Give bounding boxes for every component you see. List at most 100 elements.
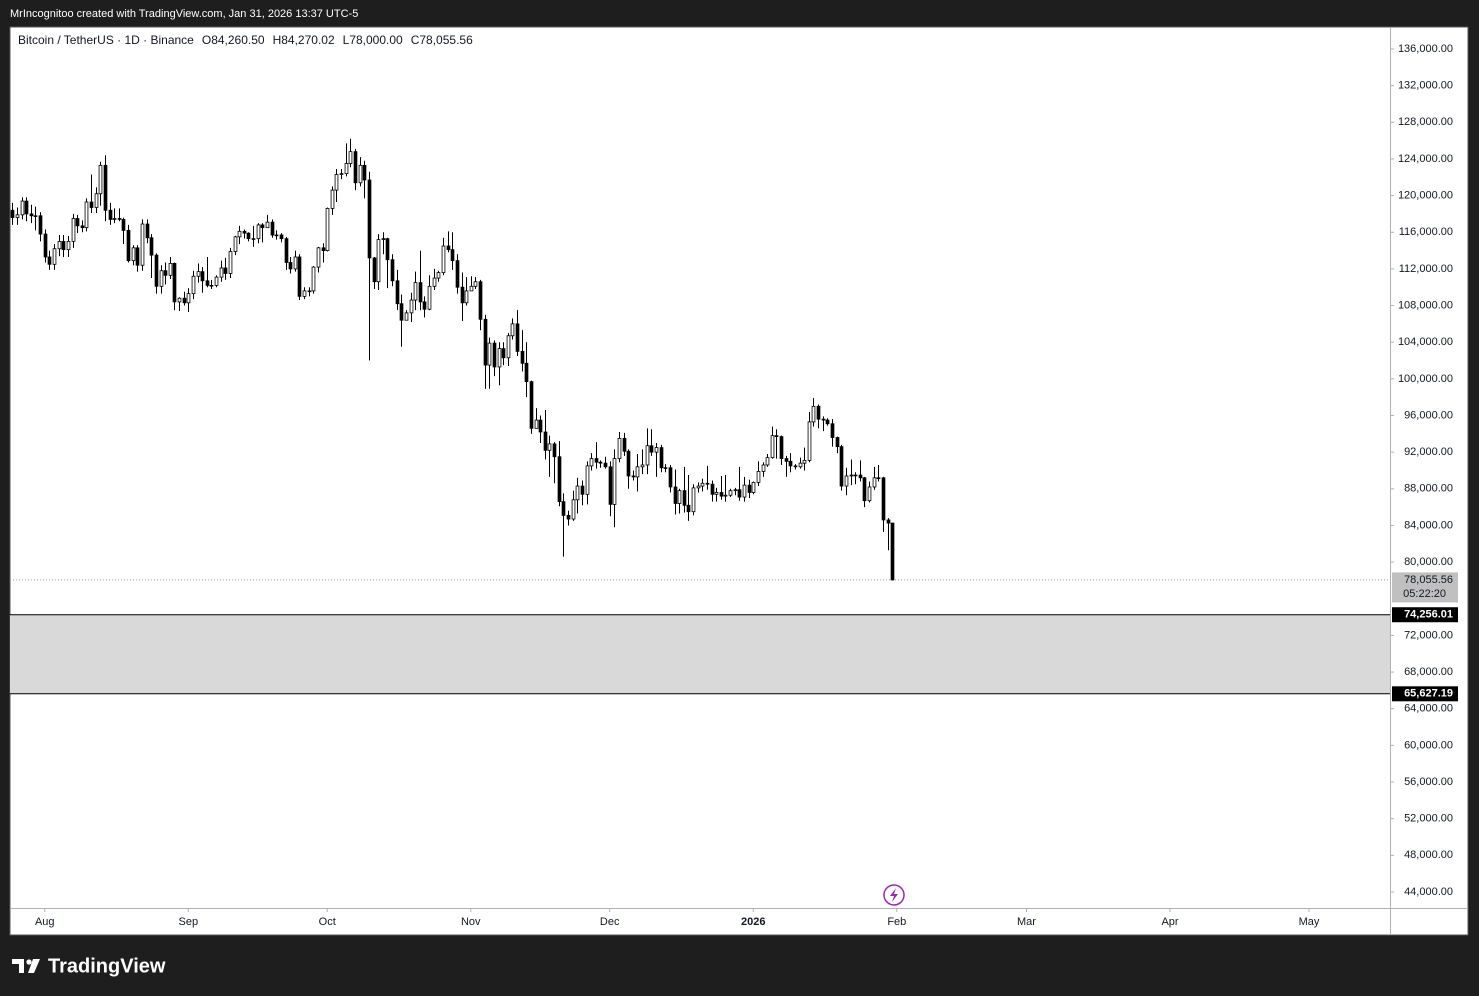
candle-body (547, 443, 552, 451)
candle-body (761, 464, 766, 472)
candle-body (446, 245, 451, 251)
candle-body (20, 200, 25, 216)
candle-body (612, 458, 617, 505)
candle-body (66, 241, 71, 251)
y-tick-label: 68,000.00 (1404, 666, 1453, 678)
zone-label-bg (1392, 686, 1458, 702)
ohlc-low: L78,000.00 (343, 33, 403, 47)
candle-body (654, 447, 659, 453)
candle-body (205, 280, 210, 286)
candle-body (881, 477, 886, 521)
candle-body (367, 179, 372, 259)
candle-body (38, 215, 43, 235)
candle-body (339, 173, 344, 175)
events-icon[interactable] (883, 884, 905, 906)
candle-body (723, 494, 728, 497)
candle-body (640, 464, 645, 468)
candle-body (793, 465, 798, 468)
candle-body (631, 475, 636, 478)
zone (10, 614, 1390, 694)
candle-body (172, 262, 177, 303)
candle-body (348, 151, 353, 164)
y-tick-label: 96,000.00 (1404, 409, 1453, 421)
candle-body (737, 489, 742, 498)
x-tick-label: Oct (319, 916, 336, 928)
candle-body (733, 489, 738, 492)
candle-body (47, 256, 52, 265)
candle-body (270, 221, 275, 236)
candle-body (696, 485, 701, 489)
candle-body (75, 218, 80, 227)
candle-body (886, 519, 891, 524)
candle-body (219, 267, 224, 278)
header-caption: MrIncognitoo created with TradingView.co… (10, 8, 358, 20)
candle-body (24, 200, 29, 215)
candle-body (668, 467, 673, 488)
candle-body (15, 214, 20, 218)
candle-body (580, 485, 585, 495)
x-tick-label: Mar (1017, 916, 1036, 928)
symbol-legend: Bitcoin / TetherUS · 1D · Binance O84,260… (18, 33, 473, 47)
candle-body (372, 257, 377, 283)
y-tick-label: 104,000.00 (1398, 336, 1453, 348)
candle-body (659, 447, 664, 469)
candle-body (691, 487, 696, 513)
candle-body (849, 474, 854, 477)
candle-body (700, 482, 705, 487)
candle-body (288, 262, 293, 270)
candle-body (362, 164, 367, 181)
y-tick-label: 48,000.00 (1404, 849, 1453, 861)
candle-body (103, 164, 108, 211)
candle-body (844, 475, 849, 487)
candle-body (594, 458, 599, 463)
candle-body (214, 276, 219, 286)
y-tick-label: 80,000.00 (1404, 556, 1453, 568)
candle-body (622, 438, 627, 452)
candle-body (117, 218, 122, 220)
candle-body (589, 458, 594, 467)
candle-body (108, 209, 113, 220)
candle-body (330, 189, 335, 209)
candle-body (131, 247, 136, 262)
candle-body (515, 323, 520, 352)
zone-label: 74,256.01 (1404, 609, 1453, 621)
candle-body (487, 342, 492, 366)
candle-body (552, 443, 557, 458)
y-tick-label: 100,000.00 (1398, 373, 1453, 385)
candle-body (274, 234, 279, 237)
candle-body (538, 419, 543, 433)
brand-logo (12, 959, 40, 973)
candle-body (807, 421, 812, 461)
candle-body (645, 445, 650, 466)
candle-body (228, 251, 233, 274)
candle-body (673, 486, 678, 504)
logo-slash (28, 959, 40, 973)
candle-body (710, 483, 715, 495)
candle-body (432, 277, 437, 287)
candle-body (464, 290, 469, 304)
y-tick-label: 56,000.00 (1404, 776, 1453, 788)
candle-body (784, 458, 789, 462)
candle-body (284, 238, 289, 263)
logo-shape (12, 959, 24, 973)
candle-body (413, 282, 418, 301)
candle-body (742, 484, 747, 498)
candle-body (385, 238, 390, 261)
candle-body (404, 312, 409, 321)
candle-body (251, 238, 256, 240)
candle-body (561, 501, 566, 516)
candle-body (52, 248, 57, 265)
candle-body (608, 466, 613, 505)
candle-body (497, 348, 502, 368)
candle-body (839, 446, 844, 487)
candle-body (774, 435, 779, 437)
candle-body (334, 174, 339, 191)
candle-body (598, 461, 603, 464)
x-tick-label: Aug (35, 916, 55, 928)
candle-body (862, 477, 867, 502)
candle-body (473, 281, 478, 287)
candle-body (29, 213, 34, 217)
candle-body (80, 225, 85, 229)
candle-body (802, 459, 807, 464)
candle-body (835, 437, 840, 448)
